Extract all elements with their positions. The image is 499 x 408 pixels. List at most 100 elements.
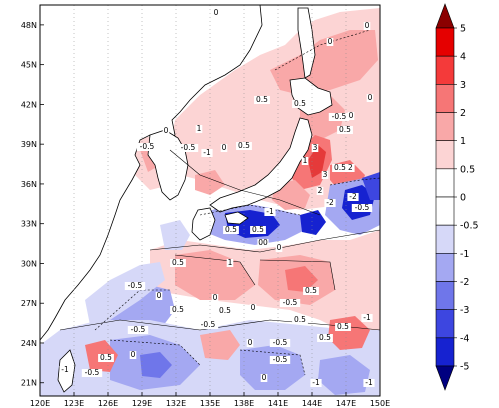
contour-label-bg bbox=[264, 208, 276, 216]
colorbar: 5 4 3 2 1 0.5 0 -0.5 -1 -2 -3 -4 -5 bbox=[435, 3, 479, 391]
contour-label: 0 bbox=[222, 143, 227, 152]
contour-label: 3 bbox=[313, 143, 318, 152]
contour-label: 0 bbox=[131, 350, 136, 359]
contour-label: 1 bbox=[303, 156, 308, 165]
shade-blue-southeast bbox=[318, 355, 370, 395]
contour-label-bg bbox=[170, 306, 186, 314]
contour-label: 0.5 bbox=[294, 99, 306, 108]
colorbar-swatch bbox=[435, 253, 455, 282]
y-tick-label: 30N bbox=[21, 259, 37, 268]
contour-label: 00 bbox=[258, 238, 268, 247]
contour-label: 0 bbox=[157, 291, 162, 300]
contour-label: -0.5 bbox=[273, 338, 288, 347]
colorbar-swatch bbox=[435, 55, 455, 85]
contour-label-bg bbox=[347, 112, 355, 120]
contour-label-bg bbox=[279, 299, 301, 307]
contour-label-bg bbox=[324, 199, 336, 207]
contour-label: 0 bbox=[214, 8, 219, 17]
shade-blue-yellow-sea bbox=[160, 220, 190, 250]
contour-label-bg bbox=[366, 94, 374, 102]
contour-label-bg bbox=[254, 96, 270, 104]
y-tick-label: 33N bbox=[21, 220, 37, 229]
contour-label-bg bbox=[311, 144, 319, 152]
x-tick-label: 132E bbox=[166, 399, 186, 408]
colorbar-swatch bbox=[435, 309, 455, 339]
contour-label-bg bbox=[321, 171, 329, 179]
contour-label: 0 bbox=[164, 126, 169, 135]
x-tick-label: 147E bbox=[336, 399, 356, 408]
contour-label-bg bbox=[162, 127, 170, 135]
contour-label-bg bbox=[124, 282, 146, 290]
contour-label-bg bbox=[317, 334, 333, 342]
colorbar-label: 3 bbox=[460, 80, 466, 91]
shade-red-central-mid bbox=[175, 250, 255, 300]
contour-label: 0.5 bbox=[339, 125, 351, 134]
contour-label: 0.5 bbox=[337, 322, 349, 331]
contour-label: -1 bbox=[266, 207, 274, 216]
contour-label-bg bbox=[81, 369, 103, 377]
contour-label-bg bbox=[195, 125, 203, 133]
contour-label-bg bbox=[292, 316, 308, 324]
x-tick-label: 138E bbox=[234, 399, 254, 408]
contour-label: -0.5 bbox=[273, 355, 288, 364]
y-tick-label: 42N bbox=[21, 100, 37, 109]
contour-label: -2 bbox=[326, 198, 334, 207]
contour-label-bg bbox=[197, 321, 219, 329]
shade-red-central-east-core bbox=[285, 266, 318, 292]
colorbar-swatch bbox=[435, 84, 455, 113]
y-tick-label: 21N bbox=[21, 379, 37, 388]
contour-label-bg bbox=[343, 164, 355, 172]
contour-label-bg bbox=[310, 379, 322, 387]
x-tick-label: 144E bbox=[302, 399, 322, 408]
contour-label-bg bbox=[361, 314, 373, 322]
contour-label: 0 bbox=[277, 243, 282, 252]
colorbar-swatch bbox=[435, 281, 455, 310]
honshu-island bbox=[209, 117, 313, 213]
contour-label: 1 bbox=[228, 258, 233, 267]
contour-label: 0 bbox=[251, 303, 256, 312]
contour-label: 0 bbox=[262, 373, 267, 382]
contour-label: 0.5 bbox=[219, 306, 231, 315]
colorbar-label: 2 bbox=[460, 108, 466, 119]
contour-label: 0.5 bbox=[305, 286, 317, 295]
contour-label-bg bbox=[326, 38, 334, 46]
contour-label-bg bbox=[155, 292, 163, 300]
contour-label-bg bbox=[363, 22, 371, 30]
y-tick-label: 27N bbox=[21, 299, 37, 308]
colorbar-swatch bbox=[435, 140, 455, 170]
contour-label: 0.5 bbox=[252, 225, 264, 234]
colorbar-label: 0 bbox=[460, 193, 466, 204]
contour-label: 0.5 bbox=[100, 353, 112, 362]
contour-label-bg bbox=[257, 239, 269, 247]
colorbar-swatch bbox=[435, 337, 455, 367]
contour-label: 0.5 bbox=[294, 315, 306, 324]
contour-label-bg bbox=[98, 354, 114, 362]
contour-label: 0.5 bbox=[334, 163, 346, 172]
y-tick-label: 36N bbox=[21, 180, 37, 189]
x-tick-label: 141E bbox=[268, 399, 288, 408]
colorbar-label: 5 bbox=[460, 24, 466, 35]
colorbar-label: -4 bbox=[460, 333, 469, 344]
contour-label: 0 bbox=[328, 37, 333, 46]
x-tick-label: 126E bbox=[98, 399, 118, 408]
contour-label: 0 bbox=[349, 111, 354, 120]
contour-label: 0 bbox=[365, 21, 370, 30]
contour-label-bg bbox=[211, 294, 219, 302]
contour-label: 2 bbox=[318, 186, 323, 195]
contour-label-bg bbox=[170, 259, 186, 267]
colorbar-label: -0.5 bbox=[460, 221, 479, 232]
contour-label-bg bbox=[217, 307, 233, 315]
contour-label-bg bbox=[127, 326, 149, 334]
contour-label: -0.5 bbox=[85, 368, 100, 377]
contour-label-bg bbox=[316, 187, 324, 195]
contour-label-bg bbox=[275, 244, 283, 252]
contour-label-bg bbox=[337, 126, 353, 134]
colorbar-label: 1 bbox=[460, 136, 466, 147]
contour-label-bg bbox=[136, 143, 158, 151]
colorbar-label: -5 bbox=[460, 362, 469, 373]
contour-label: -1 bbox=[203, 148, 211, 157]
contour-label: -0.5 bbox=[181, 143, 196, 152]
contour-label-bg bbox=[292, 100, 308, 108]
